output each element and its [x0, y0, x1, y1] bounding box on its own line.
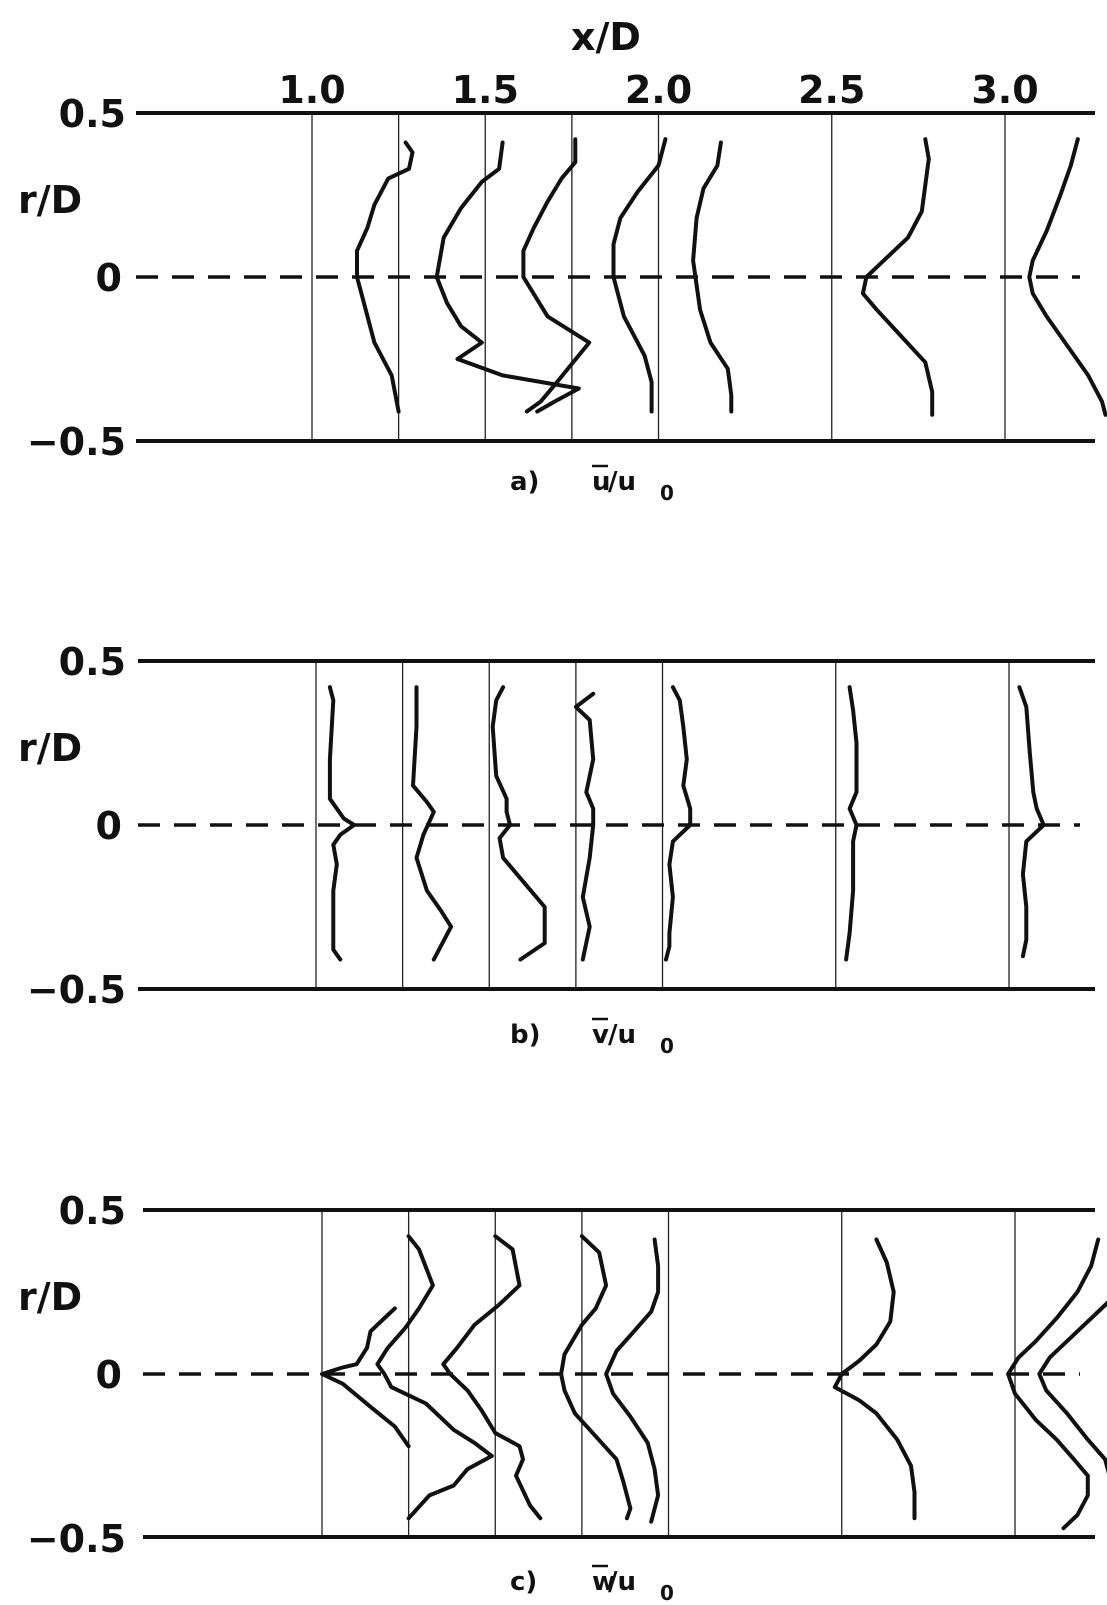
- panel-caption-letter: c): [510, 1567, 537, 1597]
- velocity-profile-x2: [691, 140, 734, 414]
- velocity-profile-x2_5: [832, 1237, 917, 1521]
- velocity-profile-x2_5: [844, 685, 859, 962]
- velocity-profile-x1: [320, 1306, 411, 1449]
- panel-caption-subscript: 0: [660, 481, 674, 505]
- panel-caption-denominator: /u: [608, 1020, 636, 1050]
- panel-caption-variable: v: [592, 1020, 609, 1050]
- y-tick-label: 0.5: [59, 1189, 126, 1233]
- y-tick-label: 0: [96, 256, 122, 300]
- panel-caption-variable: u: [592, 467, 611, 497]
- velocity-profile-x1_25: [375, 1234, 494, 1521]
- panel-caption-variable: w: [592, 1567, 616, 1597]
- velocity-profile-x1_5: [441, 1234, 543, 1521]
- x-tick-label: 3.0: [971, 68, 1038, 112]
- y-axis-label: r/D: [18, 1275, 82, 1319]
- y-tick-label: 0.5: [59, 92, 126, 136]
- y-tick-label: 0: [96, 804, 122, 848]
- x-tick-labels: 1.0 1.5 2.0 2.5 3.0: [278, 68, 1038, 112]
- panel-a-mean-u: 0.5 0 −0.5 r/D a) u /u 0: [18, 92, 1107, 505]
- velocity-profile-x3: [1017, 685, 1046, 959]
- velocity-profile-x3: [1027, 137, 1107, 417]
- y-tick-label: −0.5: [27, 1517, 126, 1561]
- x-axis-label: x/D: [571, 15, 641, 59]
- velocity-profile-x1_25: [434, 140, 581, 414]
- panel-caption-denominator: /u: [608, 1567, 636, 1597]
- velocity-profile-x1_75: [559, 1234, 633, 1521]
- x-tick-label: 1.0: [278, 68, 345, 112]
- y-axis-label: r/D: [18, 178, 82, 222]
- x-tick-label: 2.5: [798, 68, 865, 112]
- y-tick-label: −0.5: [27, 968, 126, 1012]
- velocity-profile-x1_5: [490, 685, 547, 962]
- y-tick-label: 0.5: [59, 640, 126, 684]
- velocity-profile-x3_25: [1037, 1300, 1107, 1474]
- panel-caption-letter: a): [510, 467, 539, 497]
- velocity-profile-x1_5: [521, 137, 592, 414]
- y-tick-label: 0: [96, 1353, 122, 1397]
- velocity-profile-x2_5: [860, 137, 935, 417]
- panel-caption-letter: b): [510, 1020, 541, 1050]
- velocity-profile-x1: [327, 685, 357, 962]
- x-tick-label: 1.5: [452, 68, 519, 112]
- panel-caption-denominator: /u: [608, 467, 636, 497]
- velocity-profile-x2: [604, 1237, 661, 1524]
- velocity-profile-x2: [664, 685, 693, 962]
- panel-b-mean-v: 0.5 0 −0.5 r/D b) v /u 0: [18, 640, 1095, 1058]
- y-tick-label: −0.5: [27, 420, 126, 464]
- velocity-profile-x1_25: [411, 685, 454, 962]
- velocity-profile-x1_75: [573, 691, 596, 962]
- panel-caption-subscript: 0: [660, 1581, 674, 1605]
- panel-caption-subscript: 0: [660, 1034, 674, 1058]
- panel-c-mean-w: 0.5 0 −0.5 r/D c) w /u 0: [18, 1189, 1107, 1605]
- velocity-profile-x1_75: [611, 137, 668, 414]
- velocity-profile-x1: [355, 140, 415, 414]
- y-axis-label: r/D: [18, 726, 82, 770]
- velocity-profile-x3: [1006, 1237, 1101, 1531]
- x-tick-label: 2.0: [625, 68, 692, 112]
